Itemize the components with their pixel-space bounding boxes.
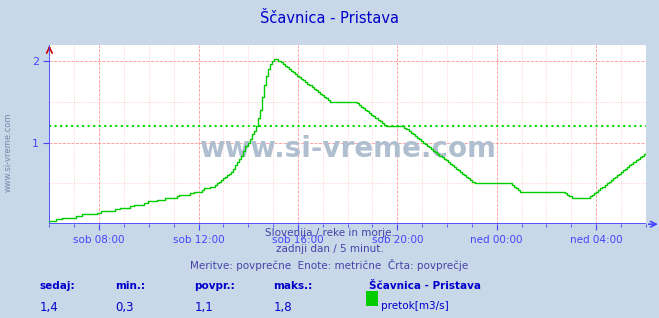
Text: 1,1: 1,1 <box>194 301 213 314</box>
Text: www.si-vreme.com: www.si-vreme.com <box>199 135 496 163</box>
Text: pretok[m3/s]: pretok[m3/s] <box>381 301 449 310</box>
Text: zadnji dan / 5 minut.: zadnji dan / 5 minut. <box>275 244 384 254</box>
Text: sedaj:: sedaj: <box>40 281 75 291</box>
Text: Ščavnica - Pristava: Ščavnica - Pristava <box>260 11 399 26</box>
Text: Slovenija / reke in morje.: Slovenija / reke in morje. <box>264 228 395 238</box>
Text: www.si-vreme.com: www.si-vreme.com <box>3 113 13 192</box>
Text: maks.:: maks.: <box>273 281 313 291</box>
Text: 1,4: 1,4 <box>40 301 58 314</box>
Text: 1,8: 1,8 <box>273 301 292 314</box>
Text: povpr.:: povpr.: <box>194 281 235 291</box>
Text: 0,3: 0,3 <box>115 301 134 314</box>
Text: min.:: min.: <box>115 281 146 291</box>
Text: Ščavnica - Pristava: Ščavnica - Pristava <box>369 281 481 291</box>
Text: Meritve: povprečne  Enote: metrične  Črta: povprečje: Meritve: povprečne Enote: metrične Črta:… <box>190 259 469 272</box>
